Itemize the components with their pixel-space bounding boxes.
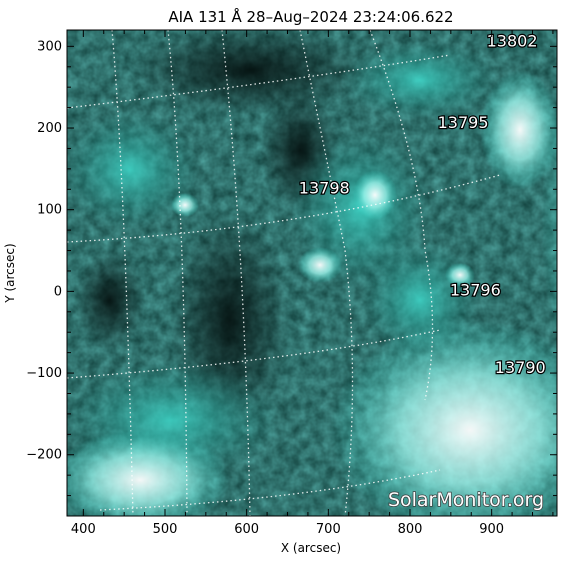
plot-title: AIA 131 Å 28–Aug–2024 23:24:06.622 — [168, 7, 453, 26]
watermark-solarmonitor: SolarMonitor.org — [388, 489, 544, 511]
y-tick-label: 0 — [54, 284, 62, 299]
x-tick-label: 700 — [316, 522, 341, 537]
active-region-label: 13798 — [299, 178, 350, 197]
x-tick-label: 900 — [479, 522, 504, 537]
x-axis-title: X (arcsec) — [281, 541, 341, 555]
x-tick-label: 500 — [153, 522, 178, 537]
y-tick-label: 100 — [37, 203, 62, 218]
active-region-label: 13802 — [487, 31, 538, 50]
y-axis: 300 200 100 0 −100 −200 — [26, 39, 557, 497]
x-tick-label: 800 — [398, 522, 423, 537]
y-tick-label: 300 — [37, 39, 62, 54]
x-tick-label: 400 — [71, 522, 96, 537]
active-region-labels: 13802 13795 13798 13796 13790 — [298, 30, 547, 378]
active-region-label: 13790 — [495, 358, 546, 377]
y-tick-label: −200 — [26, 448, 62, 463]
solar-image — [67, 30, 557, 516]
active-region-label: 13796 — [450, 280, 501, 299]
x-tick-label: 600 — [234, 522, 259, 537]
y-tick-label: 200 — [37, 121, 62, 136]
plot-frame — [66, 29, 558, 517]
x-axis: 400 500 600 700 800 900 — [71, 30, 554, 537]
y-axis-title: Y (arcsec) — [3, 243, 17, 303]
active-region-label: 13795 — [438, 113, 489, 132]
y-tick-label: −100 — [26, 366, 62, 381]
heliographic-grid — [67, 30, 501, 516]
